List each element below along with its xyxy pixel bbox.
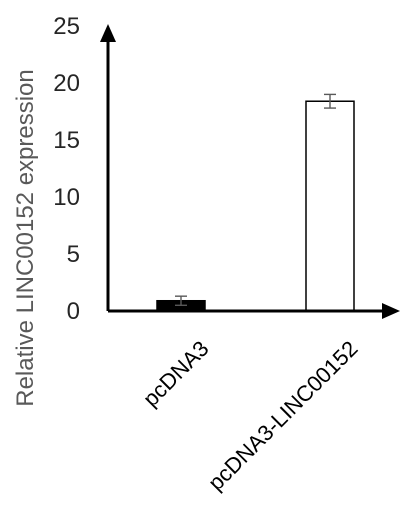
y-axis-title: Relative LINC00152 expression xyxy=(12,69,39,407)
y-tick-label-3: 15 xyxy=(53,127,80,154)
error-bar-1 xyxy=(324,93,336,109)
bar-1 xyxy=(305,100,355,312)
y-tick-label-5: 25 xyxy=(53,13,80,40)
y-axis-arrow xyxy=(100,24,116,42)
error-bar-0 xyxy=(175,295,187,306)
x-tick-label-0: pcDNA3 xyxy=(138,336,214,412)
y-tick-label-1: 5 xyxy=(67,241,80,268)
x-axis-arrow xyxy=(382,303,400,319)
y-tick-label-0: 0 xyxy=(67,298,80,325)
y-tick-label-4: 20 xyxy=(53,70,80,97)
y-tick-label-2: 10 xyxy=(53,184,80,211)
x-tick-label-1: pcDNA3-LINC00152 xyxy=(203,336,362,495)
